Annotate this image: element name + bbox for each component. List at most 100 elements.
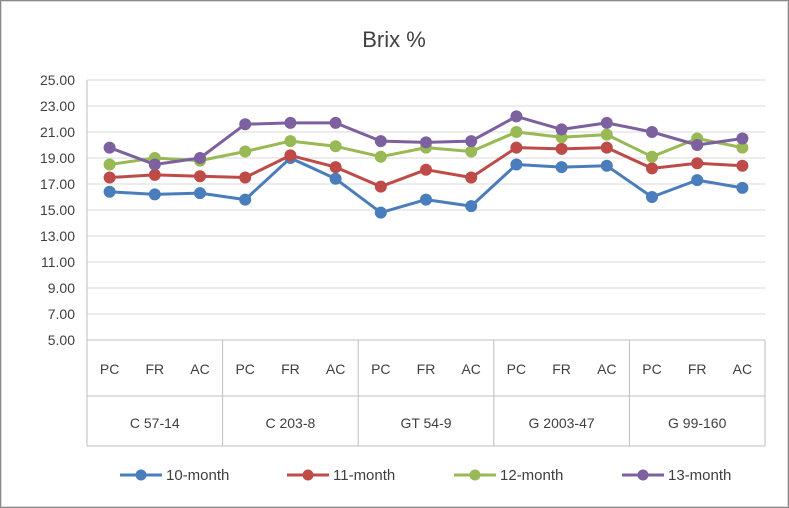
axes <box>86 80 766 447</box>
data-point <box>374 135 387 148</box>
data-point <box>420 193 432 206</box>
data-point <box>284 149 297 162</box>
legend-marker <box>302 469 314 481</box>
x-category-label: FR <box>281 361 300 377</box>
data-point <box>329 140 342 153</box>
data-point <box>284 116 297 129</box>
data-point <box>510 110 523 123</box>
data-point <box>510 141 523 154</box>
data-point <box>646 126 658 138</box>
data-point <box>691 174 704 187</box>
x-category-label: AC <box>597 361 616 377</box>
legend-label: 12-month <box>500 467 563 484</box>
data-point <box>555 123 568 136</box>
data-point <box>374 180 387 193</box>
y-axis-tick-labels: 5.00 7.00 9.00 11.00 13.00 15.00 17.00 19.00 21.… <box>40 72 75 348</box>
data-point <box>510 158 523 171</box>
y-tick-label: 19.00 <box>40 150 75 166</box>
data-point <box>239 118 252 131</box>
data-point <box>600 128 613 141</box>
x-group-label: G 2003-47 <box>529 415 595 431</box>
data-point <box>736 181 749 194</box>
data-point <box>194 187 206 200</box>
data-point <box>420 163 432 176</box>
data-point <box>148 168 161 181</box>
data-point <box>103 171 116 184</box>
x-group-label: GT 54-9 <box>400 415 451 431</box>
data-point <box>239 171 252 184</box>
data-point <box>736 132 749 145</box>
x-category-label: AC <box>326 361 345 377</box>
y-tick-label: 15.00 <box>40 202 75 218</box>
y-tick-label: 23.00 <box>40 98 75 114</box>
data-point <box>600 159 613 172</box>
data-point <box>646 150 658 163</box>
legend-label: 10-month <box>166 467 229 484</box>
data-point <box>420 136 432 149</box>
legend-label: 11-month <box>333 467 395 484</box>
legend-label: 13-month <box>668 467 731 484</box>
data-point <box>194 170 206 183</box>
legend: 10-month 11-month 12-month 13-month <box>120 467 731 484</box>
data-point <box>465 200 478 213</box>
x-category-label: PC <box>100 361 119 377</box>
x-axis-category-labels: PC FR AC PC FR AC PC FR AC PC FR AC PC FR AC <box>100 361 752 377</box>
x-category-label: PC <box>235 361 254 377</box>
data-point <box>646 162 658 175</box>
data-point <box>103 158 116 171</box>
x-category-label: FR <box>552 361 571 377</box>
chart-title: Brix % <box>362 27 426 52</box>
data-point <box>148 158 161 171</box>
data-point <box>194 152 206 164</box>
series-lines <box>103 110 749 219</box>
x-category-label: PC <box>371 361 390 377</box>
data-point <box>465 145 478 158</box>
legend-marker <box>135 469 147 481</box>
x-axis-group-labels: C 57-14 C 203-8 GT 54-9 G 2003-47 G 99-160 <box>130 415 727 431</box>
y-tick-label: 13.00 <box>40 228 75 244</box>
y-tick-label: 17.00 <box>40 176 75 192</box>
x-category-label: AC <box>190 361 209 377</box>
x-category-label: FR <box>417 361 436 377</box>
data-point <box>646 191 658 203</box>
x-category-label: PC <box>507 361 526 377</box>
x-group-label: G 99-160 <box>668 415 727 431</box>
data-point <box>691 139 704 151</box>
legend-marker <box>637 469 649 481</box>
x-category-label: PC <box>642 361 661 377</box>
y-tick-label: 25.00 <box>40 72 75 88</box>
data-point <box>284 135 297 148</box>
data-point <box>374 150 387 163</box>
data-point <box>329 116 342 129</box>
data-point <box>103 141 116 154</box>
data-point <box>555 161 568 174</box>
data-point <box>148 188 161 201</box>
x-category-label: FR <box>688 361 707 377</box>
data-point <box>103 185 116 198</box>
y-tick-label: 7.00 <box>48 306 75 322</box>
data-point <box>239 193 252 206</box>
data-point <box>465 135 478 148</box>
data-point <box>510 126 523 138</box>
data-point <box>600 141 613 154</box>
data-point <box>329 172 342 185</box>
x-group-label: C 57-14 <box>130 415 180 431</box>
y-tick-label: 5.00 <box>48 332 75 348</box>
y-tick-label: 9.00 <box>48 280 75 296</box>
x-category-label: AC <box>733 361 752 377</box>
data-point <box>600 116 613 129</box>
data-point <box>736 159 749 172</box>
y-tick-label: 21.00 <box>40 124 75 140</box>
x-category-label: FR <box>145 361 164 377</box>
data-point <box>239 145 252 158</box>
data-point <box>555 142 568 155</box>
legend-marker <box>469 469 481 481</box>
data-point <box>329 161 342 174</box>
data-point <box>691 157 704 170</box>
x-group-label: C 203-8 <box>265 415 315 431</box>
y-tick-label: 11.00 <box>41 254 75 270</box>
x-category-label: AC <box>461 361 480 377</box>
data-point <box>374 206 387 219</box>
